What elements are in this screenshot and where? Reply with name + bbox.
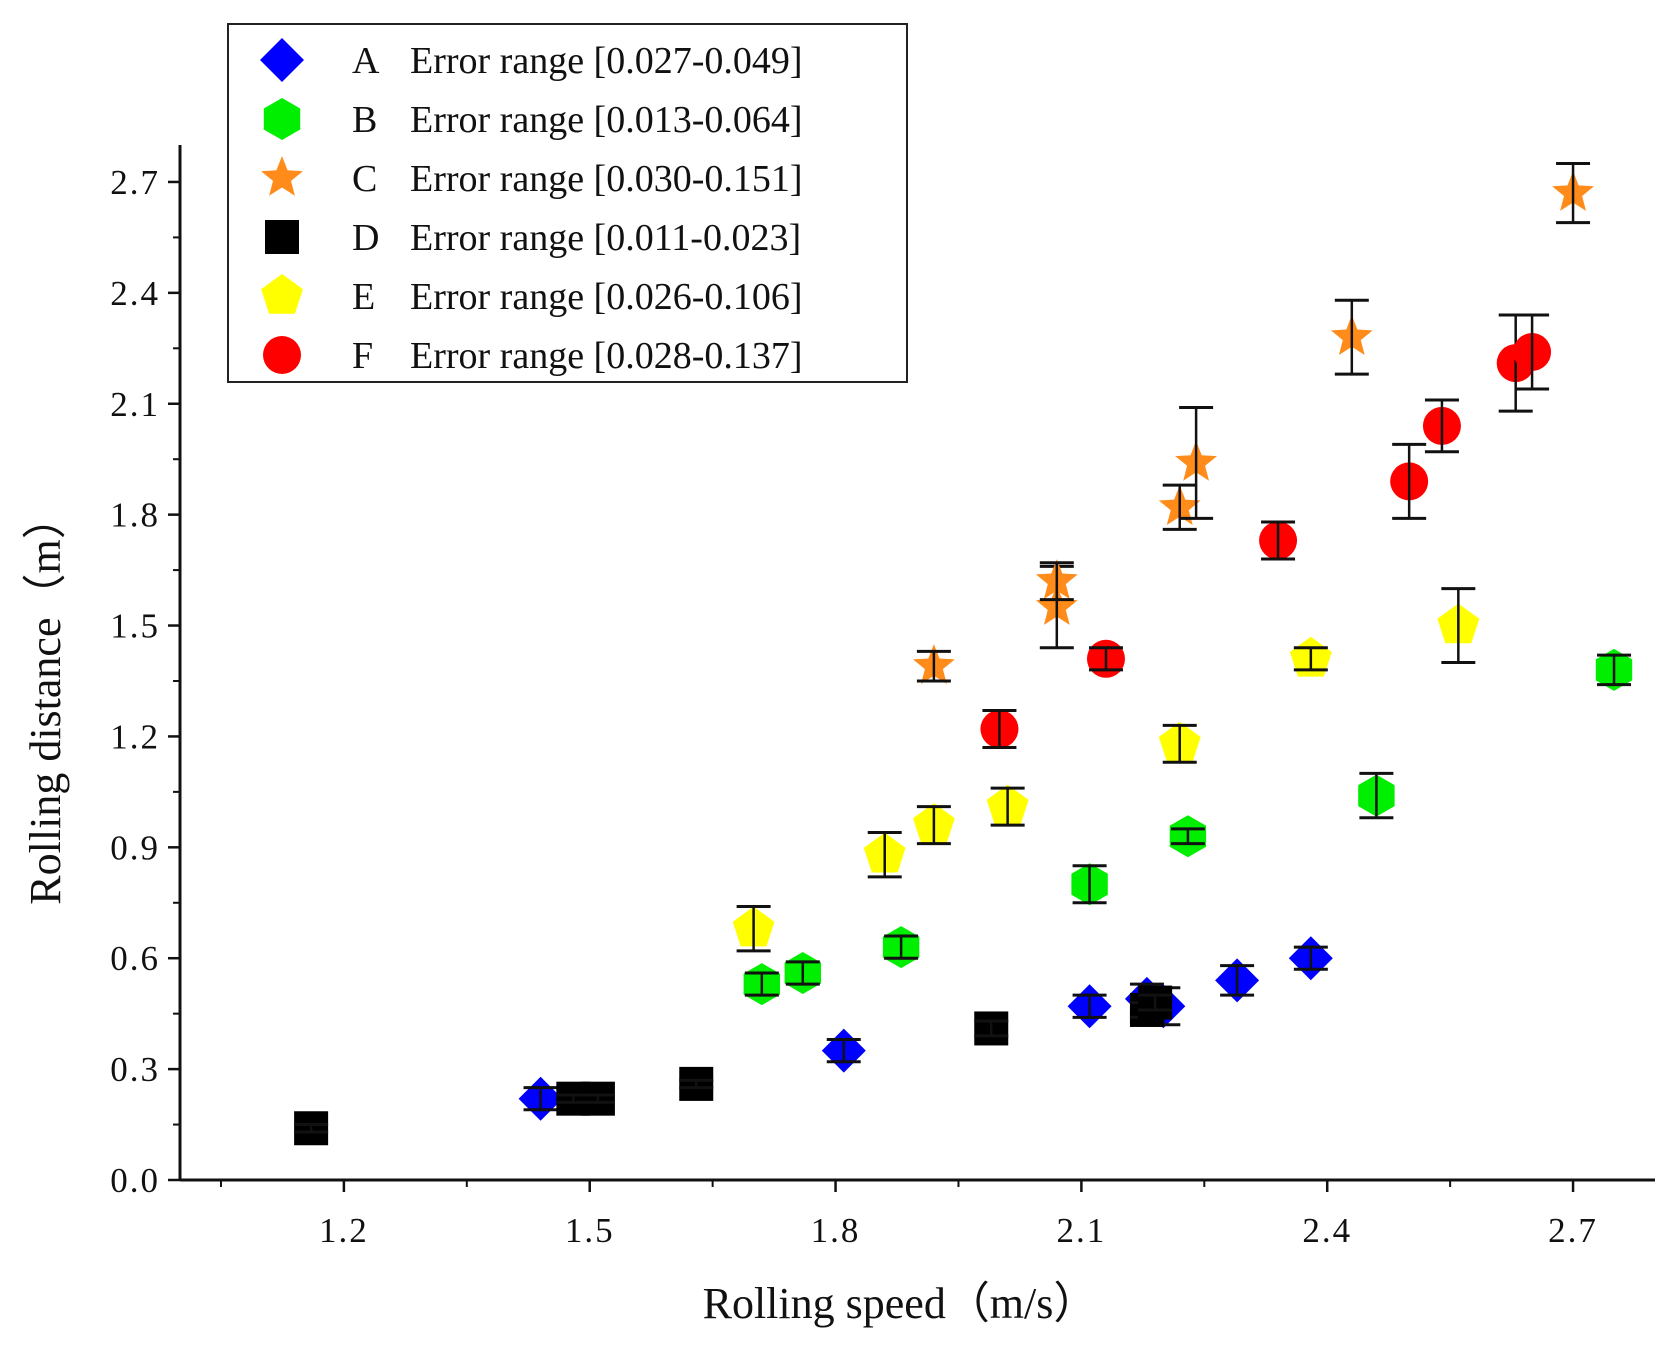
series-f [980,313,1552,750]
legend-series-label: Error range [0.013-0.064] [410,99,803,141]
x-tick-label: 2.4 [1302,1211,1352,1250]
y-axis-title: Rolling distance（m） [21,495,70,904]
series-c [913,161,1594,684]
legend-marker-b [263,98,301,140]
y-tick-label: 2.4 [110,274,160,313]
error-bar-f [1515,313,1550,391]
error-bar-d [1138,993,1173,1012]
legend: A Error range [0.027-0.049] B Error range [… [227,23,908,383]
error-bar-f [1392,442,1427,520]
y-tick-label: 1.5 [110,607,160,646]
data-points [294,161,1633,1146]
series-e [732,587,1480,953]
error-bar-c [1179,405,1214,520]
error-bar-b [1072,864,1107,905]
y-tick-label: 2.1 [110,385,160,424]
x-ticks: 1.2 1.5 1.8 2.1 2.4 2.7 [219,1180,1598,1250]
legend-marker-a [260,38,304,82]
x-axis-title: Rolling speed（m/s） [703,1279,1098,1328]
error-bar-a [1293,945,1328,971]
error-bar-e [1162,723,1197,764]
legend-marker-e [261,274,303,314]
error-bar-b [1597,653,1632,687]
legend-series-name: B [352,99,377,141]
error-bar-e [990,786,1025,827]
error-bar-b [884,934,919,960]
error-bar-e [1441,587,1476,664]
error-bar-b [785,960,820,986]
y-tick-label: 0.9 [110,828,160,867]
series-a [518,936,1333,1121]
legend-item-a: A Error range [0.027-0.049] [260,38,803,82]
legend-marker-d [265,220,299,254]
error-bar-d [294,1123,329,1134]
legend-item-d: D Error range [0.011-0.023] [265,217,801,259]
legend-item-c: C Error range [0.030-0.151] [261,156,803,200]
error-bar-c [1162,483,1197,531]
legend-item-e: E Error range [0.026-0.106] [261,274,803,318]
legend-series-name: D [352,217,379,259]
error-bar-c [916,649,951,683]
y-tick-label: 2.7 [110,163,160,202]
error-bar-c [1334,298,1369,376]
error-bar-b [1359,771,1394,820]
series-d [294,985,1173,1146]
legend-marker-f [263,336,301,374]
error-bar-a [523,1086,558,1112]
error-bar-a [1072,993,1107,1019]
error-bar-e [1293,646,1328,672]
y-tick-label: 0.6 [110,939,160,978]
legend-series-label: Error range [0.011-0.023] [410,217,801,259]
legend-item-b: B Error range [0.013-0.064] [263,98,803,141]
error-bar-b [1170,827,1205,846]
error-bar-e [867,831,902,879]
error-bar-f [1261,520,1296,561]
x-tick-label: 1.5 [565,1211,615,1250]
legend-series-name: C [352,158,377,200]
error-bar-d [580,1093,615,1104]
x-tick-label: 2.1 [1057,1211,1107,1250]
legend-series-name: A [352,40,380,82]
error-bar-c [1556,161,1591,225]
legend-series-name: E [352,276,375,318]
legend-frame [227,23,908,383]
legend-item-f: F Error range [0.028-0.137] [263,335,803,377]
error-bar-f [1088,646,1123,672]
y-tick-label: 1.8 [110,496,160,535]
error-bar-f [982,709,1017,750]
y-tick-label: 0.3 [110,1050,160,1089]
error-bar-f [1424,398,1459,454]
error-bar-d [974,1019,1009,1038]
legend-series-label: Error range [0.027-0.049] [410,40,803,82]
axes [178,145,1655,1182]
y-tick-label: 0.0 [110,1161,160,1200]
legend-series-label: Error range [0.028-0.137] [410,335,803,377]
error-bar-a [1220,964,1255,997]
error-bar-c [1039,561,1074,602]
error-bar-d [679,1078,714,1090]
series-b [743,648,1633,1006]
error-bar-e [916,805,951,846]
legend-marker-c [261,156,303,196]
legend-series-label: Error range [0.030-0.151] [410,158,803,200]
x-tick-label: 1.8 [811,1211,861,1250]
y-ticks: 0.0 0.3 0.6 0.9 1.2 1.5 1.8 2.1 2.4 2.7 [110,163,180,1200]
legend-series-label: Error range [0.026-0.106] [410,276,803,318]
legend-series-name: F [352,335,373,377]
error-bar-a [826,1038,861,1064]
x-tick-label: 1.2 [319,1211,369,1250]
error-bar-b [744,971,779,997]
error-bar-e [736,904,771,953]
y-tick-label: 1.2 [110,717,160,756]
x-tick-label: 2.7 [1548,1211,1598,1250]
